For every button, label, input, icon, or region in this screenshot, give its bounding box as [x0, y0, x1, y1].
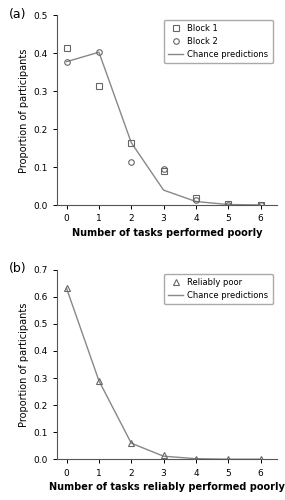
Reliably poor	[130, 440, 133, 446]
Text: (b): (b)	[9, 262, 26, 275]
Reliably poor	[259, 456, 262, 462]
Block 2	[227, 202, 230, 207]
Line: Reliably poor: Reliably poor	[63, 285, 264, 463]
Reliably poor	[162, 452, 165, 458]
Block 1	[259, 202, 262, 208]
Text: (a): (a)	[9, 8, 26, 20]
Line: Block 1: Block 1	[64, 45, 263, 207]
Reliably poor	[194, 456, 198, 462]
Y-axis label: Proportion of participants: Proportion of participants	[19, 48, 29, 172]
Block 2	[65, 58, 68, 64]
Block 1	[162, 168, 165, 174]
Block 1	[227, 201, 230, 207]
Reliably poor	[227, 456, 230, 462]
Legend: Reliably poor, Chance predictions: Reliably poor, Chance predictions	[164, 274, 272, 304]
X-axis label: Number of tasks performed poorly: Number of tasks performed poorly	[72, 228, 262, 237]
Block 1	[65, 44, 68, 51]
Block 1	[97, 82, 101, 88]
Block 1	[130, 140, 133, 145]
Reliably poor	[65, 286, 68, 292]
Block 2	[162, 166, 165, 172]
Legend: Block 1, Block 2, Chance predictions: Block 1, Block 2, Chance predictions	[164, 20, 272, 63]
Block 2	[130, 160, 133, 166]
Line: Block 2: Block 2	[64, 50, 263, 207]
Block 1	[194, 196, 198, 202]
Reliably poor	[97, 378, 101, 384]
Block 2	[97, 49, 101, 55]
X-axis label: Number of tasks reliably performed poorly: Number of tasks reliably performed poorl…	[49, 482, 285, 492]
Block 2	[194, 196, 198, 202]
Y-axis label: Proportion of participants: Proportion of participants	[19, 302, 29, 426]
Block 2	[259, 202, 262, 208]
